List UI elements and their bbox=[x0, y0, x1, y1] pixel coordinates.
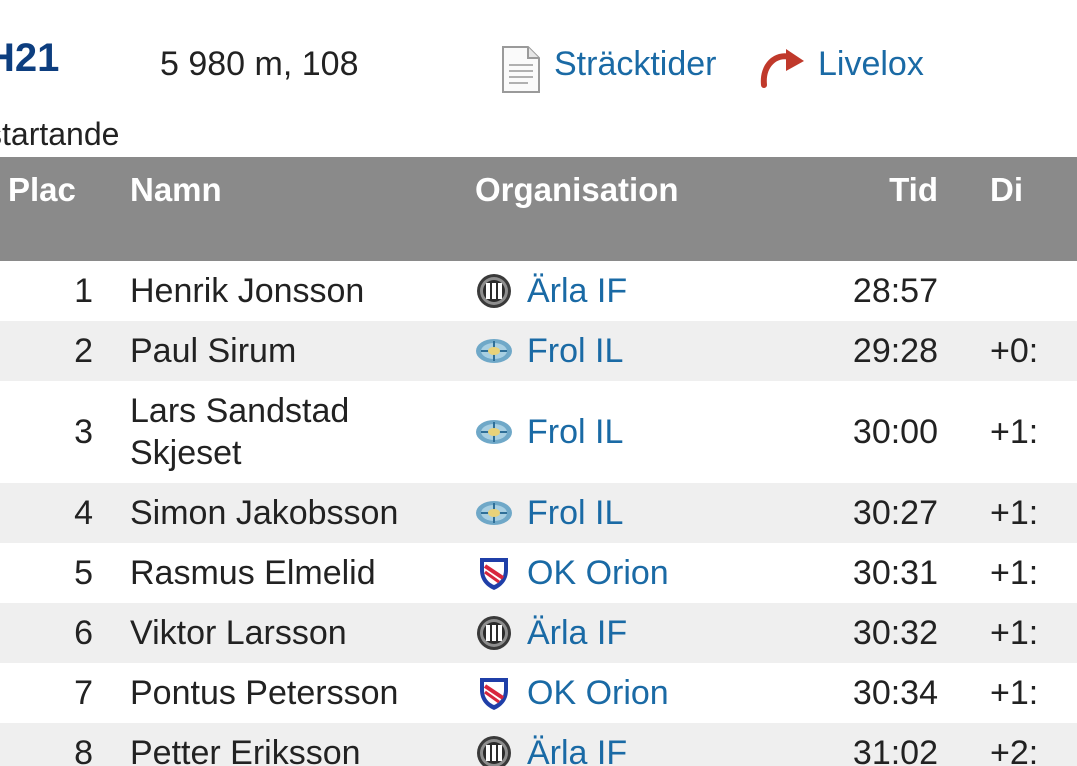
livelox-label: Livelox bbox=[818, 45, 924, 83]
livelox-link[interactable]: Livelox bbox=[758, 45, 924, 95]
time-cell: 29:28 bbox=[820, 321, 960, 381]
table-row: 8 Petter Eriksson Ärla IF 31:02 +2: bbox=[0, 723, 1077, 766]
column-header-organisation[interactable]: Organisation bbox=[460, 157, 820, 261]
place-cell: 4 bbox=[0, 483, 115, 543]
club-name: Frol IL bbox=[527, 412, 624, 451]
time-cell: 28:57 bbox=[852, 271, 938, 310]
place-cell: 5 bbox=[74, 553, 93, 592]
starters-label: startande bbox=[0, 116, 120, 152]
runner-name: Viktor Larsson bbox=[115, 603, 460, 663]
club-name: Ärla IF bbox=[527, 271, 628, 310]
place-cell: 2 bbox=[0, 321, 115, 381]
place-cell: 7 bbox=[74, 673, 93, 712]
place-cell: 6 bbox=[0, 603, 115, 663]
runner-name: Henrik Jonsson bbox=[130, 271, 365, 310]
place-cell: 1 bbox=[74, 271, 93, 310]
time-cell: 30:27 bbox=[820, 483, 960, 543]
table-row: 6 Viktor Larsson Ärla IF 30:32 +1: bbox=[0, 603, 1077, 663]
table-row: 3 Lars Sandstad Skjeset Frol IL 30:00 +1: bbox=[0, 381, 1077, 483]
club-name: Ärla IF bbox=[527, 733, 628, 766]
table-row: 7 Pontus Petersson OK Orion 30:34 +1: bbox=[0, 663, 1077, 723]
table-row: 1 Henrik Jonsson Ärla IF 28:57 bbox=[0, 261, 1077, 321]
organisation-cell: Ärla IF bbox=[460, 261, 820, 321]
frol-il-logo-icon bbox=[475, 413, 513, 451]
runner-name: Pontus Petersson bbox=[130, 673, 399, 712]
column-header-time[interactable]: Tid bbox=[820, 157, 960, 261]
runner-name: Paul Sirum bbox=[115, 321, 460, 381]
arla-if-logo-icon bbox=[475, 734, 513, 766]
table-header-row: Plac Namn Organisation Tid Di bbox=[0, 157, 1077, 261]
diff-cell: +0: bbox=[960, 321, 1077, 381]
column-header-diff[interactable]: Di bbox=[960, 157, 1077, 261]
organisation-cell: OK Orion bbox=[460, 543, 820, 603]
column-header-name[interactable]: Namn bbox=[115, 157, 460, 261]
diff-cell: +1: bbox=[990, 553, 1039, 592]
runner-name: Lars Sandstad Skjeset bbox=[130, 391, 350, 473]
arla-if-logo-icon bbox=[475, 272, 513, 310]
club-link[interactable]: Frol IL bbox=[475, 411, 820, 454]
table-row: 2 Paul Sirum Frol IL 29:28 +0: bbox=[0, 321, 1077, 381]
club-name: Ärla IF bbox=[527, 613, 628, 652]
place-cell: 8 bbox=[0, 723, 115, 766]
arla-if-logo-icon bbox=[475, 614, 513, 652]
organisation-cell: Frol IL bbox=[460, 321, 820, 381]
club-name: OK Orion bbox=[527, 673, 669, 712]
club-name: Frol IL bbox=[527, 493, 624, 532]
club-link[interactable]: Frol IL bbox=[475, 330, 820, 373]
split-times-link[interactable]: Sträcktider bbox=[500, 45, 717, 95]
diff-cell: +1: bbox=[990, 673, 1039, 712]
club-link[interactable]: OK Orion bbox=[475, 672, 820, 715]
runner-name: Rasmus Elmelid bbox=[130, 553, 376, 592]
time-cell: 31:02 bbox=[820, 723, 960, 766]
course-info: 5 980 m, 108 bbox=[160, 45, 359, 83]
ok-orion-logo-icon bbox=[475, 554, 513, 592]
frol-il-logo-icon bbox=[475, 494, 513, 532]
time-cell: 30:00 bbox=[852, 412, 938, 451]
club-link[interactable]: OK Orion bbox=[475, 552, 820, 595]
club-link[interactable]: Ärla IF bbox=[475, 612, 820, 655]
document-icon bbox=[500, 45, 542, 104]
place-cell: 3 bbox=[74, 412, 93, 451]
table-row: 5 Rasmus Elmelid OK Orion 30:31 +1: bbox=[0, 543, 1077, 603]
club-name: Frol IL bbox=[527, 331, 624, 370]
club-name: OK Orion bbox=[527, 553, 669, 592]
organisation-cell: Frol IL bbox=[460, 483, 820, 543]
livelox-arrow-icon bbox=[758, 47, 808, 98]
ok-orion-logo-icon bbox=[475, 674, 513, 712]
time-cell: 30:32 bbox=[820, 603, 960, 663]
organisation-cell: OK Orion bbox=[460, 663, 820, 723]
class-title: H21 bbox=[0, 36, 60, 80]
diff-cell: +1: bbox=[960, 483, 1077, 543]
diff-cell: +2: bbox=[960, 723, 1077, 766]
organisation-cell: Ärla IF bbox=[460, 723, 820, 766]
organisation-cell: Frol IL bbox=[460, 381, 820, 483]
time-cell: 30:31 bbox=[852, 553, 938, 592]
column-header-place[interactable]: Plac bbox=[0, 157, 115, 261]
club-link[interactable]: Frol IL bbox=[475, 492, 820, 535]
split-times-label: Sträcktider bbox=[554, 45, 717, 83]
diff-cell: +1: bbox=[990, 412, 1039, 451]
table-row: 4 Simon Jakobsson Frol IL 30:27 +1: bbox=[0, 483, 1077, 543]
club-link[interactable]: Ärla IF bbox=[475, 732, 820, 766]
organisation-cell: Ärla IF bbox=[460, 603, 820, 663]
frol-il-logo-icon bbox=[475, 332, 513, 370]
diff-cell bbox=[960, 261, 1077, 321]
time-cell: 30:34 bbox=[852, 673, 938, 712]
runner-name: Simon Jakobsson bbox=[115, 483, 460, 543]
diff-cell: +1: bbox=[960, 603, 1077, 663]
results-table: Plac Namn Organisation Tid Di 1 Henrik Jo… bbox=[0, 157, 1077, 766]
club-link[interactable]: Ärla IF bbox=[475, 270, 820, 313]
runner-name: Petter Eriksson bbox=[115, 723, 460, 766]
